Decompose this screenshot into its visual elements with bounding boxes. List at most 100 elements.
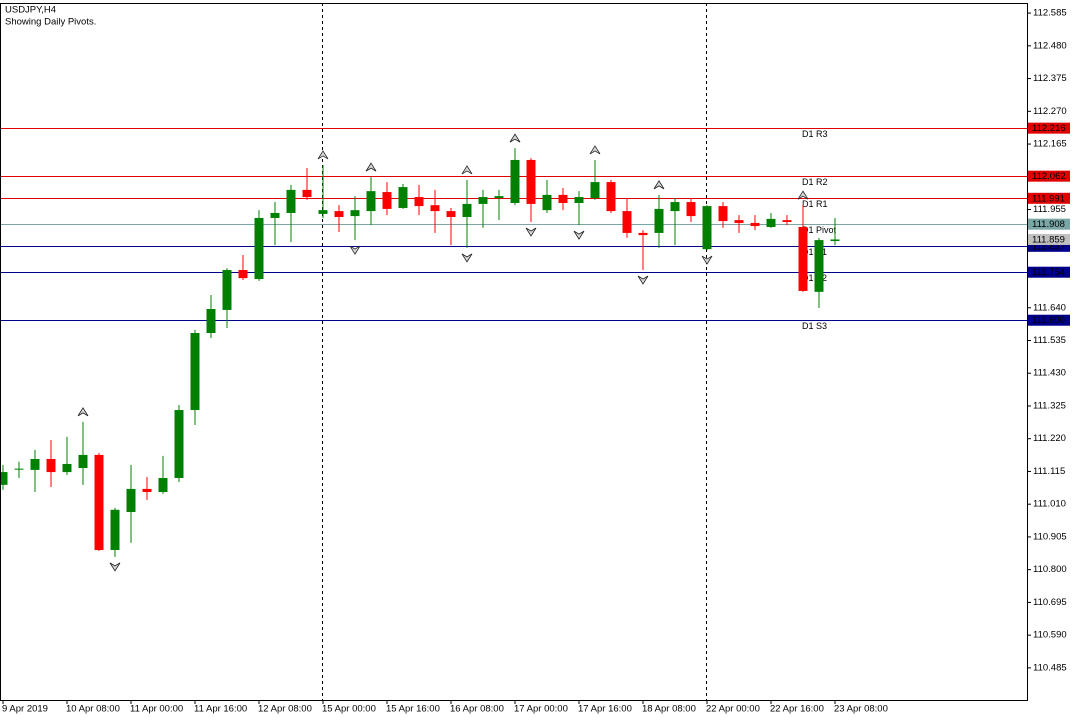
candle-body: [686, 202, 696, 217]
fractal-arrow-up: [653, 180, 665, 190]
candle-body: [62, 463, 72, 473]
pivot-label: D1 R3: [802, 129, 828, 139]
y-tick-label: 111.955: [1033, 204, 1066, 215]
fractal-arrow-down: [461, 253, 473, 263]
price-label-box: [1028, 192, 1070, 204]
candle-body: [350, 210, 360, 217]
y-tick-label: 111.220: [1033, 433, 1066, 444]
candle-body: [126, 488, 136, 512]
candle-body: [334, 211, 344, 218]
candle-body: [110, 509, 120, 551]
y-tick-label: 110.905: [1033, 531, 1067, 542]
x-tick-label: 9 Apr 2019: [2, 704, 48, 715]
candle-body: [78, 454, 88, 469]
fractal-arrow-up: [461, 165, 473, 175]
fractal-arrow-up: [797, 190, 809, 200]
candle-body: [30, 458, 40, 470]
x-tick-label: 12 Apr 08:00: [258, 704, 312, 715]
candle-body: [158, 477, 168, 493]
candle-body: [766, 218, 776, 227]
x-tick-label: 11 Apr 16:00: [194, 704, 247, 715]
candle-body: [414, 197, 424, 207]
candle-body: [446, 211, 456, 218]
candle-body: [734, 220, 744, 223]
plot-frame: [0, 3, 1028, 701]
candle-body: [798, 226, 808, 291]
pivot-label: D1 Pivot: [802, 225, 837, 235]
candle-body: [238, 270, 248, 279]
price-label: 111.600: [1032, 315, 1065, 326]
fractal-arrow-up: [365, 162, 377, 172]
y-tick-label: 112.480: [1033, 40, 1067, 51]
price-label-box: [1028, 240, 1070, 252]
price-label-box: [1028, 266, 1070, 278]
candle-body: [590, 182, 600, 198]
fractal-arrow-down: [573, 230, 585, 240]
fractal-arrow-down: [349, 245, 361, 255]
chart-title: USDJPY,H4: [5, 5, 56, 16]
x-tick-label: 17 Apr 00:00: [514, 704, 568, 715]
candle-body: [830, 239, 840, 242]
fractal-arrow-down: [525, 227, 537, 237]
price-label-box: [1028, 122, 1070, 134]
candle-body: [462, 203, 472, 218]
price-label: 112.216: [1032, 123, 1066, 134]
candle-body: [286, 189, 296, 213]
y-tick-label: 110.485: [1033, 662, 1067, 673]
candle-body: [494, 196, 504, 198]
fractal-arrow-down: [637, 275, 649, 285]
candle-body: [814, 240, 824, 292]
candle-body: [430, 205, 440, 212]
x-tick-label: 16 Apr 08:00: [450, 704, 504, 715]
candle-body: [782, 220, 792, 223]
chart-subtitle: Showing Daily Pivots.: [5, 17, 96, 28]
fractal-arrow-down: [109, 562, 121, 572]
pivot-label: D1 S3: [802, 321, 827, 331]
y-tick-label: 111.010: [1033, 499, 1066, 510]
y-tick-label: 110.590: [1033, 630, 1067, 641]
candle-body: [606, 182, 616, 212]
price-label-box: [1028, 218, 1070, 230]
x-tick-label: 11 Apr 00:00: [130, 704, 183, 715]
y-tick-label: 112.270: [1033, 106, 1067, 117]
price-label: 111.859: [1032, 234, 1065, 245]
candle-body: [558, 194, 568, 203]
candle-body: [46, 458, 56, 473]
candle-body: [622, 211, 632, 233]
candle-body: [718, 206, 728, 222]
candle-body: [574, 197, 584, 203]
candle-body: [638, 232, 648, 236]
x-tick-label: 15 Apr 16:00: [386, 704, 440, 715]
candle-body: [478, 197, 488, 204]
candle-body: [670, 202, 680, 212]
candle-body: [174, 410, 184, 478]
y-tick-label: 110.695: [1033, 597, 1067, 608]
price-label: 111.991: [1032, 193, 1065, 204]
price-label: 111.908: [1032, 219, 1065, 230]
x-tick-label: 22 Apr 16:00: [770, 704, 824, 715]
candle-body: [254, 217, 264, 280]
price-label: 112.062: [1032, 171, 1066, 182]
candle-body: [0, 472, 8, 485]
candle-body: [318, 210, 328, 214]
price-label-box: [1028, 233, 1070, 245]
fractal-arrow-up: [317, 150, 329, 160]
candle-body: [222, 270, 232, 310]
price-label-box: [1028, 314, 1070, 326]
y-tick-label: 112.165: [1033, 139, 1067, 150]
fractal-arrow-up: [589, 145, 601, 155]
x-tick-label: 17 Apr 16:00: [578, 704, 632, 715]
y-tick-label: 111.115: [1033, 466, 1065, 477]
y-tick-label: 111.325: [1033, 400, 1066, 411]
candle-body: [142, 488, 152, 493]
x-tick-label: 10 Apr 08:00: [66, 704, 120, 715]
x-tick-label: 23 Apr 08:00: [834, 704, 888, 715]
pivot-label: D1 R2: [802, 177, 828, 187]
price-label: 111.837: [1032, 241, 1065, 252]
candle-body: [94, 454, 104, 551]
y-tick-label: 112.585: [1033, 8, 1067, 19]
y-tick-label: 111.430: [1033, 368, 1066, 379]
